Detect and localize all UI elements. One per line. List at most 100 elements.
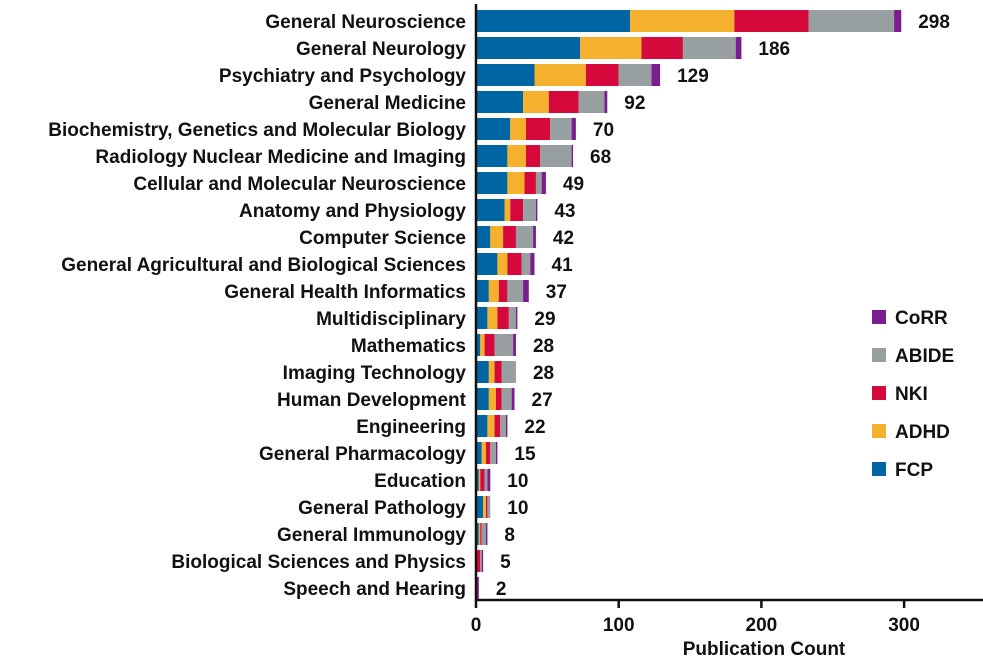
bar-segment-adhd	[488, 361, 495, 383]
bar-segment-fcp	[476, 253, 498, 275]
category-label: Anatomy and Physiology	[239, 201, 466, 222]
total-label: 22	[524, 417, 545, 438]
category-label: Education	[374, 471, 466, 492]
bar-segment-abide	[480, 550, 482, 572]
bar-segment-corr	[530, 253, 535, 275]
bar-segment-adhd	[480, 334, 485, 356]
x-axis-ticks: 0 100 200 300	[471, 600, 920, 636]
x-axis-title: Publication Count	[683, 639, 846, 660]
legend-swatch-abide	[872, 348, 886, 362]
category-label: General Health Informatics	[224, 282, 466, 303]
bar-segment-adhd	[478, 523, 481, 545]
bar-segment-nki	[495, 388, 502, 410]
bar-segment-fcp	[476, 442, 482, 464]
bar-segment-nki	[524, 172, 536, 194]
bar-segment-adhd	[483, 496, 486, 518]
total-label: 43	[554, 201, 575, 222]
bar-segment-corr	[477, 577, 479, 599]
bar-segment-abide	[501, 388, 512, 410]
bar-segment-nki	[734, 10, 809, 32]
bar-segment-abide	[484, 469, 488, 491]
category-label: Human Development	[277, 390, 467, 411]
bar-segment-nki	[497, 307, 509, 329]
total-label: 2	[496, 579, 507, 600]
total-label: 42	[553, 228, 574, 249]
bar-segment-corr	[604, 91, 608, 113]
bar-segment-fcp	[476, 280, 489, 302]
total-label: 37	[546, 282, 567, 303]
bar-segment-abide	[578, 91, 605, 113]
bar-segment-fcp	[476, 10, 631, 32]
category-label: Multidisciplinary	[316, 309, 466, 330]
legend-label-adhd: ADHD	[895, 422, 950, 443]
bar-segment-adhd	[504, 199, 511, 221]
bar-segment-fcp	[476, 469, 479, 491]
bar-segment-nki	[641, 37, 683, 59]
bar-segment-fcp	[476, 523, 479, 545]
bar-segment-corr	[651, 64, 661, 86]
bar-segment-fcp	[476, 415, 488, 437]
bar-segment-abide	[535, 172, 542, 194]
bar-segment-nki	[498, 280, 508, 302]
bar-segment-nki	[503, 226, 516, 248]
bar-segment-fcp	[476, 334, 481, 356]
bar-segment-adhd	[488, 388, 496, 410]
legend-label-abide: ABIDE	[895, 346, 954, 367]
bar-segment-corr	[515, 307, 518, 329]
bar-segment-abide	[515, 226, 534, 248]
bar-segment-nki	[548, 91, 579, 113]
bar-segment-corr	[487, 469, 491, 491]
bar-segment-nki	[510, 199, 524, 221]
bar-segment-adhd	[534, 64, 586, 86]
total-label: 129	[677, 66, 709, 87]
total-label: 70	[593, 120, 614, 141]
bar-segment-abide	[540, 145, 572, 167]
bar-segment-abide	[490, 442, 496, 464]
bar-segment-fcp	[476, 118, 511, 140]
category-label: Psychiatry and Psychology	[219, 66, 467, 87]
bar-segment-abide	[682, 37, 736, 59]
bar-segment-abide	[508, 307, 516, 329]
legend-label-fcp: FCP	[895, 460, 933, 481]
bar-segment-corr	[505, 415, 508, 437]
bar-segment-fcp	[476, 37, 581, 59]
bar-segment-corr	[481, 550, 484, 572]
total-label: 28	[533, 363, 554, 384]
bar-segment-corr	[894, 10, 902, 32]
bar-segment-adhd	[478, 469, 481, 491]
category-label: Speech and Hearing	[283, 579, 466, 600]
x-tick-label: 200	[746, 615, 778, 636]
bar-segment-nki	[525, 118, 551, 140]
bar-segment-nki	[480, 469, 485, 491]
category-label: Computer Science	[299, 228, 466, 249]
bar-segment-fcp	[476, 388, 489, 410]
legend-swatch-nki	[872, 386, 886, 400]
bar-segment-corr	[523, 280, 529, 302]
bar-segment-abide	[521, 253, 531, 275]
bar-segment-nki	[494, 415, 501, 437]
bar-segment-adhd	[510, 118, 526, 140]
category-label: Radiology Nuclear Medicine and Imaging	[95, 147, 466, 168]
bar-segment-corr	[535, 199, 538, 221]
category-label: Mathematics	[351, 336, 466, 357]
category-label: General Medicine	[309, 93, 466, 114]
total-label: 27	[532, 390, 553, 411]
category-label: General Agricultural and Biological Scie…	[61, 255, 466, 276]
bar-segment-adhd	[523, 91, 549, 113]
bar-segment-fcp	[476, 199, 505, 221]
bar-segment-fcp	[476, 361, 489, 383]
bar-segment-corr	[513, 334, 516, 356]
legend-label-nki: NKI	[895, 384, 928, 405]
category-label: Cellular and Molecular Neuroscience	[133, 174, 466, 195]
category-labels: General Neuroscience General Neurology Psy…	[48, 12, 466, 600]
total-label: 5	[500, 552, 511, 573]
bar-segment-fcp	[476, 64, 535, 86]
bar-segment-fcp	[476, 226, 491, 248]
legend-swatch-corr	[872, 310, 886, 324]
total-label: 41	[552, 255, 574, 276]
total-label: 29	[534, 309, 555, 330]
total-label: 298	[918, 12, 950, 33]
bar-segment-fcp	[476, 91, 524, 113]
bar-segment-abide	[550, 118, 572, 140]
